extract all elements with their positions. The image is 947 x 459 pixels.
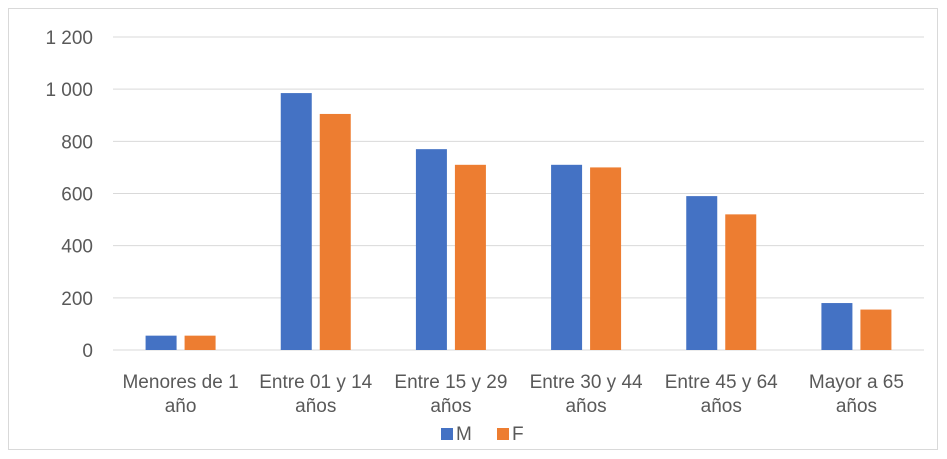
category-label: Entre 30 y 44 años (530, 372, 643, 417)
bar-m (280, 93, 312, 351)
x-axis-labels: Menores de 1 año Entre 01 y 14 años Entre 15… (122, 372, 903, 417)
y-tick-label: 1 000 (45, 80, 93, 101)
bar-f (454, 164, 486, 350)
y-axis-ticks: 0 200 400 600 800 1 000 1 200 (45, 28, 93, 362)
bar-f (590, 167, 622, 350)
bar-f (725, 214, 757, 350)
y-tick-label: 0 (82, 341, 93, 362)
category-label: Entre 45 y 64 años (665, 372, 778, 417)
category-label: Entre 15 y 29 años (394, 372, 507, 417)
bar-m (821, 303, 853, 350)
bar-f (319, 113, 351, 350)
bar-m (551, 164, 583, 350)
y-tick-label: 200 (61, 289, 93, 310)
category-label: Mayor a 65 años (809, 372, 904, 417)
gridlines (113, 36, 924, 351)
category-label: Menores de 1 año (122, 372, 238, 417)
bar-m (686, 196, 718, 350)
bar-f (860, 309, 892, 350)
legend-swatch-f (497, 428, 509, 440)
y-tick-label: 600 (61, 185, 93, 206)
category-label: Entre 01 y 14 años (259, 372, 372, 417)
y-tick-label: 800 (61, 132, 93, 153)
bar-m (145, 335, 177, 350)
legend-swatch-m (441, 428, 453, 440)
legend-label-m: M (456, 424, 472, 445)
legend-label-f: F (512, 424, 524, 445)
bar-f (184, 335, 216, 350)
bars (145, 93, 892, 351)
y-tick-label: 1 200 (45, 28, 93, 49)
bar-m (415, 149, 447, 350)
y-tick-label: 400 (61, 237, 93, 258)
